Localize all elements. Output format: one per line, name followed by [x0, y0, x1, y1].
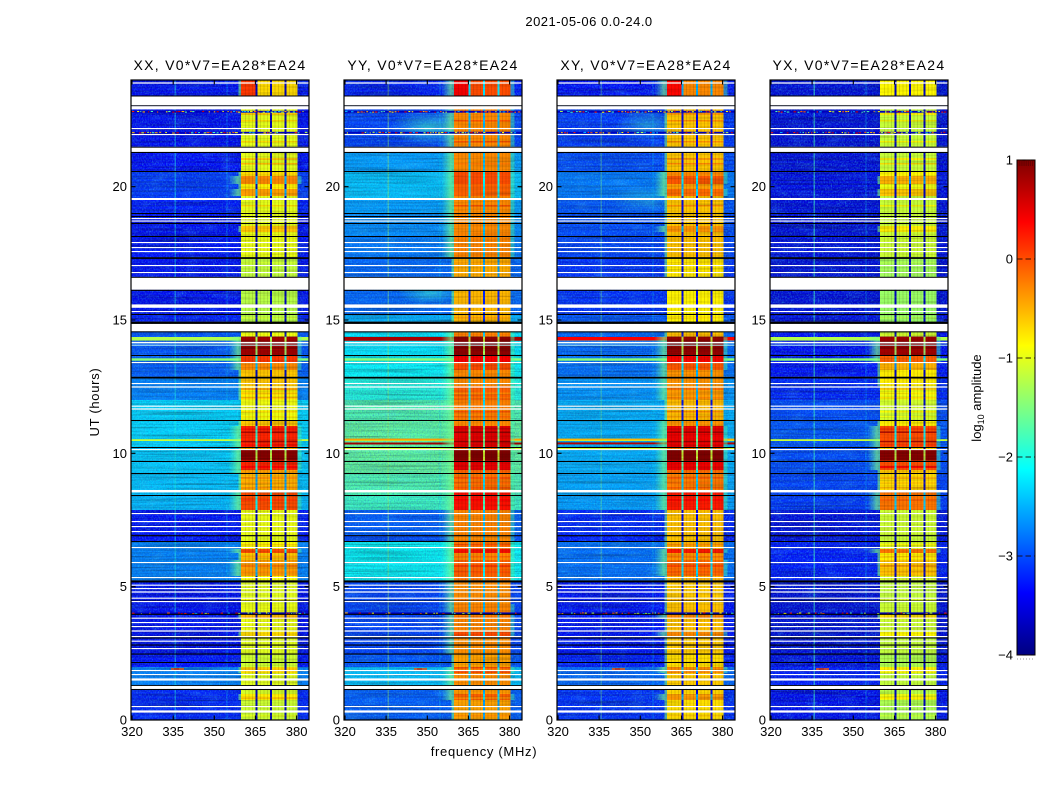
svg-text:15: 15: [113, 313, 127, 328]
svg-text:365: 365: [458, 724, 480, 739]
svg-text:365: 365: [245, 724, 267, 739]
svg-text:380: 380: [499, 724, 521, 739]
svg-text:320: 320: [121, 724, 143, 739]
svg-text:10: 10: [752, 446, 766, 461]
svg-text:1: 1: [1006, 153, 1013, 168]
svg-text:335: 335: [375, 724, 397, 739]
svg-text:20: 20: [539, 179, 553, 194]
svg-text:365: 365: [671, 724, 693, 739]
svg-text:380: 380: [712, 724, 734, 739]
svg-text:15: 15: [752, 313, 766, 328]
svg-text:10: 10: [326, 446, 340, 461]
svg-text:UT (hours): UT (hours): [87, 368, 102, 437]
svg-text:XX, V0*V7=EA28*EA24: XX, V0*V7=EA28*EA24: [134, 57, 307, 73]
svg-text:380: 380: [925, 724, 947, 739]
svg-text:335: 335: [162, 724, 184, 739]
svg-text:0: 0: [759, 713, 766, 728]
svg-text:350: 350: [842, 724, 864, 739]
svg-text:15: 15: [326, 313, 340, 328]
svg-text:320: 320: [334, 724, 356, 739]
svg-text:−3: −3: [998, 549, 1013, 564]
svg-text:20: 20: [326, 179, 340, 194]
svg-text:320: 320: [760, 724, 782, 739]
svg-text:0: 0: [120, 713, 127, 728]
svg-text:365: 365: [884, 724, 906, 739]
svg-text:−4: −4: [998, 648, 1013, 663]
svg-text:10: 10: [539, 446, 553, 461]
svg-text:0: 0: [1006, 252, 1013, 267]
svg-text:YX, V0*V7=EA28*EA24: YX, V0*V7=EA28*EA24: [773, 57, 946, 73]
svg-text:20: 20: [752, 179, 766, 194]
svg-text:350: 350: [416, 724, 438, 739]
svg-text:−1: −1: [998, 351, 1013, 366]
svg-text:320: 320: [547, 724, 569, 739]
svg-text:frequency (MHz): frequency (MHz): [431, 744, 538, 759]
svg-text:5: 5: [546, 579, 553, 594]
svg-text:−2: −2: [998, 450, 1013, 465]
svg-text:380: 380: [286, 724, 308, 739]
svg-text:335: 335: [801, 724, 823, 739]
svg-text:0: 0: [546, 713, 553, 728]
svg-text:0: 0: [333, 713, 340, 728]
svg-text:15: 15: [539, 313, 553, 328]
svg-text:5: 5: [120, 579, 127, 594]
svg-text:YY, V0*V7=EA28*EA24: YY, V0*V7=EA28*EA24: [347, 57, 518, 73]
svg-text:10: 10: [113, 446, 127, 461]
svg-text:350: 350: [203, 724, 225, 739]
svg-text:350: 350: [629, 724, 651, 739]
svg-text:5: 5: [333, 579, 340, 594]
svg-text:20: 20: [113, 179, 127, 194]
svg-text:log10 amplitude: log10 amplitude: [969, 354, 986, 441]
svg-text:335: 335: [588, 724, 610, 739]
svg-text:2021-05-06 0.0-24.0: 2021-05-06 0.0-24.0: [525, 14, 652, 29]
svg-text:5: 5: [759, 579, 766, 594]
svg-text:XY, V0*V7=EA28*EA24: XY, V0*V7=EA28*EA24: [560, 57, 731, 73]
